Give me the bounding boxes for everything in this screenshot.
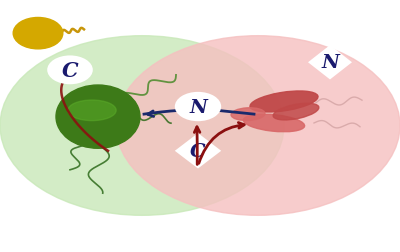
Ellipse shape (56, 86, 140, 149)
Text: C: C (190, 142, 206, 160)
Ellipse shape (273, 104, 319, 120)
Circle shape (175, 92, 221, 122)
Polygon shape (308, 46, 352, 80)
Ellipse shape (68, 101, 116, 121)
Circle shape (0, 37, 284, 215)
Circle shape (47, 56, 93, 85)
Circle shape (116, 37, 400, 215)
Ellipse shape (250, 92, 318, 112)
Ellipse shape (231, 108, 265, 121)
Ellipse shape (243, 115, 305, 132)
Circle shape (13, 18, 63, 50)
Text: N: N (321, 54, 339, 72)
Text: C: C (62, 60, 78, 81)
Text: N: N (189, 98, 207, 116)
Polygon shape (175, 134, 221, 169)
